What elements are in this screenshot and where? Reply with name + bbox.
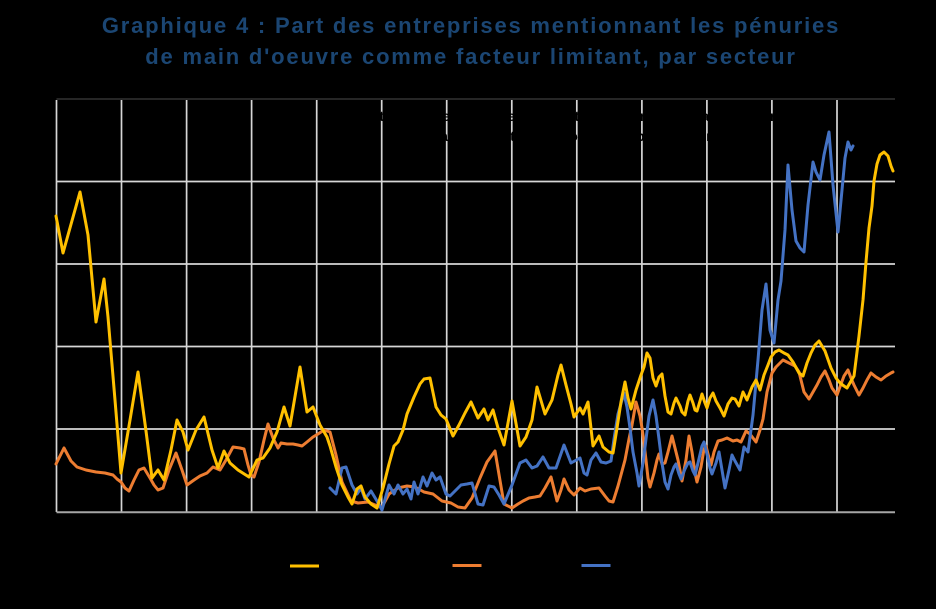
svg-text:comme facteur limitant la prod: comme facteur limitant la production, pa… bbox=[383, 128, 758, 144]
svg-text:Bâtiment: Bâtiment bbox=[615, 558, 670, 574]
svg-text:Industrie: Industrie bbox=[324, 558, 378, 574]
svg-text:Part des entreprises mentionna: Part des entreprises mentionnant les pén… bbox=[357, 108, 784, 124]
svg-text:Services: Services bbox=[486, 558, 540, 574]
